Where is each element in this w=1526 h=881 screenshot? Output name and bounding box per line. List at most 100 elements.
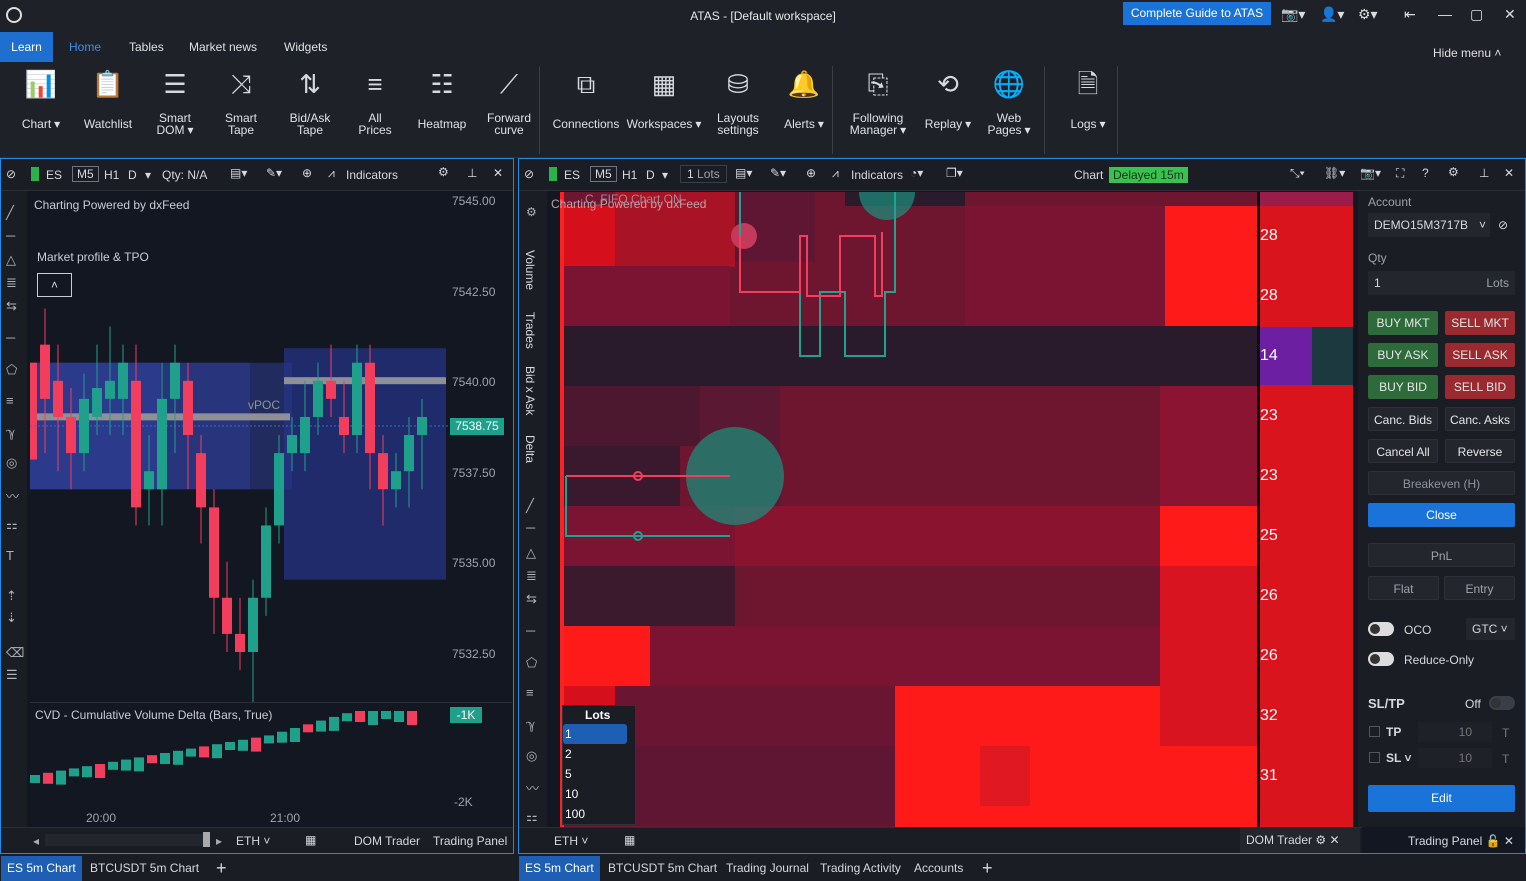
canc-asks-button[interactable]: Canc. Asks [1445,407,1515,431]
dash-icon[interactable]: ─ [526,623,536,638]
ruler-icon[interactable]: ⇆ [6,298,17,313]
ribbon-workspaces-button[interactable]: ▦ Workspaces ▾ [619,68,709,130]
right-tf-dropdown-icon[interactable]: ▾ [662,168,669,182]
minimize-icon[interactable]: — [1438,6,1452,22]
bottom-tab-left[interactable]: BTCUSDT 5m Chart [90,861,200,875]
calendar-icon[interactable]: ▦ [305,833,317,847]
collapse-button[interactable]: ˄ [37,273,72,297]
atas-logo-icon[interactable] [6,7,22,23]
ribbon-bidask-tape-button[interactable]: ⇅ Bid/Ask Tape [281,68,339,136]
tab-tables[interactable]: Tables [129,40,164,54]
camera-icon[interactable]: 📷▾ [1360,166,1381,180]
indicators-icon[interactable]: ⩘ [832,166,839,180]
right-dom-trader-tab[interactable]: DOM Trader ⚙ ✕ [1240,828,1360,853]
add-tab-icon[interactable]: + [216,858,227,878]
sell-bid-button[interactable]: SELL BID [1445,375,1515,399]
hide-menu-button[interactable]: Hide menu ˄ [1433,46,1502,60]
sort-up-icon[interactable]: ⇡ [6,588,17,603]
close-panel-icon[interactable]: ✕ [1504,166,1515,180]
ribbon-following-manager-button[interactable]: ⎘ Following Manager ▾ [838,68,918,136]
fib-icon[interactable]: ≣ [526,568,537,583]
oco-toggle[interactable] [1368,622,1394,636]
collapse-icon[interactable]: ⤡▾ [1290,166,1305,180]
bottom-tab-left[interactable]: ES 5m Chart [1,856,82,881]
right-indicators-button[interactable]: Indicators [851,168,904,182]
settings-icon[interactable]: ⚙ [1448,165,1459,179]
side-tab-bid-x-ask[interactable]: Bid x Ask [523,366,537,415]
chart-type-icon[interactable]: ▤▾ [735,166,753,180]
maximize-icon[interactable]: ▢ [1470,6,1484,22]
window-icon[interactable]: ❐▾ [946,166,963,180]
atas-small-icon[interactable]: ⊘ [524,167,535,181]
right-symbol[interactable]: ES [564,168,581,182]
ribbon-forward-curve-button[interactable]: ⟋ Forward curve [478,68,540,136]
pencil-icon[interactable]: ✎▾ [266,166,283,180]
dom-volume-cell[interactable]: 14 [1260,347,1278,364]
left-dom-trader-button[interactable]: DOM Trader [354,834,421,848]
grid-icon[interactable]: ⚏ [526,809,538,824]
ribbon-logs-button[interactable]: 🗎 Logs ▾ [1062,68,1114,130]
shape-icon[interactable]: ⬠ [526,655,538,670]
pin-icon[interactable]: ⊥ [467,166,478,180]
lots-option[interactable]: 10 [565,787,579,801]
dom-volume-cell[interactable]: 23 [1260,467,1278,484]
curve-icon[interactable]: ℽ [6,425,16,440]
left-indicators-button[interactable]: Indicators [346,168,399,182]
horizontal-scrollbar[interactable] [45,834,205,846]
clock-icon[interactable]: ◔▾ [910,166,924,180]
indicators-icon[interactable]: ⩘ [328,166,335,180]
ribbon-smart-tape-button[interactable]: ⤨ Smart Tape [216,68,266,136]
close-panel-icon[interactable]: ✕ [493,166,504,180]
dom-volume-cell[interactable]: 26 [1260,647,1278,664]
line-icon[interactable]: ╱ [6,205,14,220]
triangle-icon[interactable]: △ [526,545,536,560]
buy-ask-button[interactable]: BUY ASK [1368,343,1438,367]
line-icon[interactable]: ╱ [526,498,534,513]
dom-volume-cell[interactable]: 26 [1260,587,1278,604]
canc-bids-button[interactable]: Canc. Bids [1368,407,1438,431]
zoom-icon[interactable]: ⊕ [806,166,817,180]
side-tab-trades[interactable]: Trades [523,312,537,349]
right-tf-d[interactable]: D [646,168,655,182]
right-session-select[interactable]: ETH ˅ [554,834,589,848]
dash-icon[interactable]: ─ [6,330,16,345]
layers-icon[interactable]: ☰ [6,667,18,682]
side-tab-volume[interactable]: Volume [523,250,537,290]
bottom-tab-right[interactable]: Trading Activity [820,861,901,875]
camera-icon[interactable]: 📷▾ [1281,6,1306,22]
breakeven-button[interactable]: Breakeven (H) [1368,471,1515,495]
cancel-all-button[interactable]: Cancel All [1368,439,1438,463]
ribbon-chart-button[interactable]: 📊 Chart ▾ [12,68,70,130]
tab-widgets[interactable]: Widgets [284,40,328,54]
left-tf-h1[interactable]: H1 [104,168,120,182]
shape-icon[interactable]: ⬠ [6,362,18,377]
dom-volume-cell[interactable]: 23 [1260,407,1278,424]
gear-icon[interactable]: ⚙ [526,205,537,219]
tab-market-news[interactable]: Market news [189,40,258,54]
triangle-icon[interactable]: △ [6,252,16,267]
entry-button[interactable]: Entry [1444,576,1515,600]
tp-checkbox[interactable] [1369,726,1380,737]
dom-volume-cell[interactable]: 25 [1260,527,1278,544]
side-tab-delta[interactable]: Delta [523,435,537,463]
left-trading-panel-button[interactable]: Trading Panel [433,834,508,848]
hide-eye-icon[interactable]: ⊘ [1498,218,1509,232]
sl-input[interactable]: 10 [1418,748,1492,768]
gear-icon[interactable]: ⚙▾ [1358,6,1378,22]
buy-bid-button[interactable]: BUY BID [1368,375,1438,399]
scroll-thumb[interactable] [203,832,210,847]
fullscreen-icon[interactable]: ⛶ [1396,166,1405,180]
hline-icon[interactable]: ─ [526,520,536,535]
zoom-icon[interactable]: ⊕ [302,166,313,180]
bottom-tab-right[interactable]: Accounts [914,861,964,875]
qty-input[interactable]: 1 Lots [1368,271,1515,295]
target-icon[interactable]: ◎ [526,748,538,763]
gtc-select[interactable]: GTC ˅ [1466,618,1515,640]
curve-icon[interactable]: ℽ [526,717,536,732]
flat-button[interactable]: Flat [1368,576,1439,600]
calendar-icon[interactable]: ▦ [624,833,636,847]
ribbon-all-prices-button[interactable]: ≡ All Prices [349,68,401,136]
pin-icon[interactable]: ⇤ [1404,6,1416,22]
grid-icon[interactable]: ⚏ [6,517,18,532]
eraser-icon[interactable]: ⌫ [6,645,25,660]
